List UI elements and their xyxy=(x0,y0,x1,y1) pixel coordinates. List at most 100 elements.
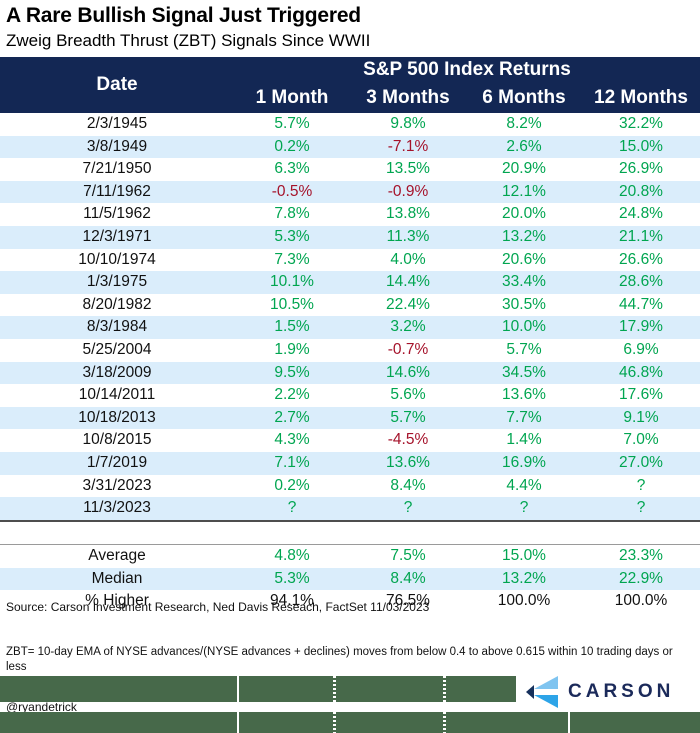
table-cell: ? xyxy=(582,497,700,521)
table-cell: 13.6% xyxy=(350,451,466,475)
table-row: 12/3/1971 5.3% 11.3% 13.2% 21.1% xyxy=(0,225,700,249)
row-date: 8/3/1984 xyxy=(0,316,234,339)
table-cell: 14.4% xyxy=(350,271,466,294)
row-date: 3/31/2023 xyxy=(82,476,152,494)
table-row: 7/11/1962 -0.5% -0.9% 12.1% 20.8% xyxy=(0,180,700,204)
row-date: 3/8/1949 xyxy=(0,135,234,159)
table-cell: 9.5% xyxy=(234,361,350,385)
table-cell: 30.5% xyxy=(502,295,546,313)
row-date: 12/3/1971 xyxy=(0,225,234,249)
table-cell: 13.2% xyxy=(466,225,582,249)
table-cell: 23.3% xyxy=(619,547,663,565)
table-cell: 22.4% xyxy=(386,295,430,313)
row-date: 10/18/2013 xyxy=(0,406,234,430)
table-cell: 7.8% xyxy=(274,205,310,223)
table-cell: 5.3% xyxy=(234,225,350,249)
table-cell: 15.0% xyxy=(502,547,546,565)
footer-bar-divider xyxy=(333,712,336,733)
table-cell: 5.7% xyxy=(274,115,310,132)
table-cell: 0.2% xyxy=(274,476,310,494)
table-cell: -4.5% xyxy=(387,431,429,449)
header-group-row: Date S&P 500 Index Returns xyxy=(0,57,700,113)
table-cell: 7.5% xyxy=(390,547,426,565)
table-cell: 10.0% xyxy=(466,316,582,339)
row-date: 10/14/2011 xyxy=(78,386,156,404)
summary-separator xyxy=(0,519,700,546)
table-row: 3/8/1949 0.2% -7.1% 2.6% 15.0% xyxy=(0,135,700,159)
table-cell: 1.9% xyxy=(274,340,310,358)
definition-note: ZBT= 10-day EMA of NYSE advances/(NYSE a… xyxy=(6,646,673,673)
table-cell: 34.5% xyxy=(466,361,582,385)
table-cell: 16.9% xyxy=(466,451,582,475)
zbt-signals-table: Date S&P 500 Index Returns 1 Month 3 Mon… xyxy=(0,57,700,613)
carson-wordmark: CARSON xyxy=(568,681,675,702)
table-cell: 13.8% xyxy=(386,205,430,223)
table-row: 10/18/2013 2.7% 5.7% 7.7% 9.1% xyxy=(0,406,700,430)
table-row: 7/21/1950 6.3% 13.5% 20.9% 26.9% xyxy=(0,158,700,181)
summary-row: Average 4.8% 7.5% 15.0% 23.3% xyxy=(0,545,700,568)
notes-block: Source: Carson Investment Research, Ned … xyxy=(6,600,696,675)
table-cell: 20.9% xyxy=(502,160,546,178)
table-cell: 7.7% xyxy=(466,406,582,430)
table-cell: 1.5% xyxy=(234,316,350,339)
table-cell: ? xyxy=(350,497,466,521)
table-cell: 7.0% xyxy=(623,431,659,449)
column-header-12-months: 12 Months xyxy=(582,83,700,113)
table-cell: 33.4% xyxy=(466,271,582,294)
row-date: 7/21/1950 xyxy=(82,160,152,178)
table-cell: 4.4% xyxy=(506,476,542,494)
table-cell: 3.2% xyxy=(350,316,466,339)
table-cell: 10.5% xyxy=(270,295,314,313)
column-header-6-months: 6 Months xyxy=(466,83,582,113)
table-row: 10/10/1974 7.3% 4.0% 20.6% 26.6% xyxy=(0,249,700,272)
table-cell: 13.5% xyxy=(386,160,430,178)
table-cell: 13.6% xyxy=(502,386,546,404)
table-row: 8/20/1982 10.5% 22.4% 30.5% 44.7% xyxy=(0,294,700,317)
table-cell: 5.3% xyxy=(234,567,350,591)
table-cell: 1.4% xyxy=(506,431,542,449)
table-row: 2/3/1945 5.7% 9.8% 8.2% 32.2% xyxy=(0,113,700,136)
table-cell: 2.7% xyxy=(234,406,350,430)
table-cell: 100.0% xyxy=(614,592,668,610)
row-date: 2/3/1945 xyxy=(86,115,148,132)
row-date: 10/8/2015 xyxy=(82,431,152,449)
table-cell: 0.2% xyxy=(234,135,350,159)
footer-bar-divider xyxy=(443,676,446,702)
footer-bar-divider xyxy=(237,676,239,702)
table-cell: 4.0% xyxy=(390,250,426,268)
table-cell: 76.5% xyxy=(386,592,430,610)
table-cell: 94.1% xyxy=(270,592,314,610)
table-cell: 100.0% xyxy=(497,592,551,610)
table-header: Date S&P 500 Index Returns 1 Month 3 Mon… xyxy=(0,57,700,113)
summary-label: Median xyxy=(0,567,234,591)
table-cell: 9.8% xyxy=(390,115,426,132)
table-cell: 20.0% xyxy=(502,205,546,223)
table-row: 5/25/2004 1.9% -0.7% 5.7% 6.9% xyxy=(0,339,700,362)
table-cell: 20.6% xyxy=(502,250,546,268)
row-date: 11/5/1962 xyxy=(83,205,151,223)
page-subtitle: Zweig Breadth Thrust (ZBT) Signals Since… xyxy=(6,31,371,50)
social-handle: @ryandetrick xyxy=(6,700,77,714)
summary-label: % Higher xyxy=(85,592,149,610)
footer-bar-divider xyxy=(443,712,446,733)
table-cell: 8.2% xyxy=(506,115,542,132)
carson-chevron-icon xyxy=(526,676,558,708)
page-title: A Rare Bullish Signal Just Triggered xyxy=(6,4,361,27)
table-cell: 8.4% xyxy=(390,476,426,494)
column-group-header: S&P 500 Index Returns xyxy=(234,57,700,83)
footer-bar-bottom xyxy=(0,712,700,733)
table-cell: 4.3% xyxy=(274,431,310,449)
table-cell: 6.9% xyxy=(623,340,659,358)
table-cell: 11.3% xyxy=(350,225,466,249)
table-cell: 12.1% xyxy=(466,180,582,204)
table-cell: -0.7% xyxy=(387,340,429,358)
table-cell: 20.8% xyxy=(582,180,700,204)
table-cell: 24.8% xyxy=(619,205,663,223)
table-cell: 2.2% xyxy=(274,386,310,404)
table-cell: 26.9% xyxy=(619,160,663,178)
table-cell: 22.9% xyxy=(582,567,700,591)
row-date: 3/18/2009 xyxy=(0,361,234,385)
table-cell: 5.7% xyxy=(350,406,466,430)
table-row: 1/3/1975 10.1% 14.4% 33.4% 28.6% xyxy=(0,271,700,294)
summary-row: % Higher 94.1% 76.5% 100.0% 100.0% xyxy=(0,590,700,613)
